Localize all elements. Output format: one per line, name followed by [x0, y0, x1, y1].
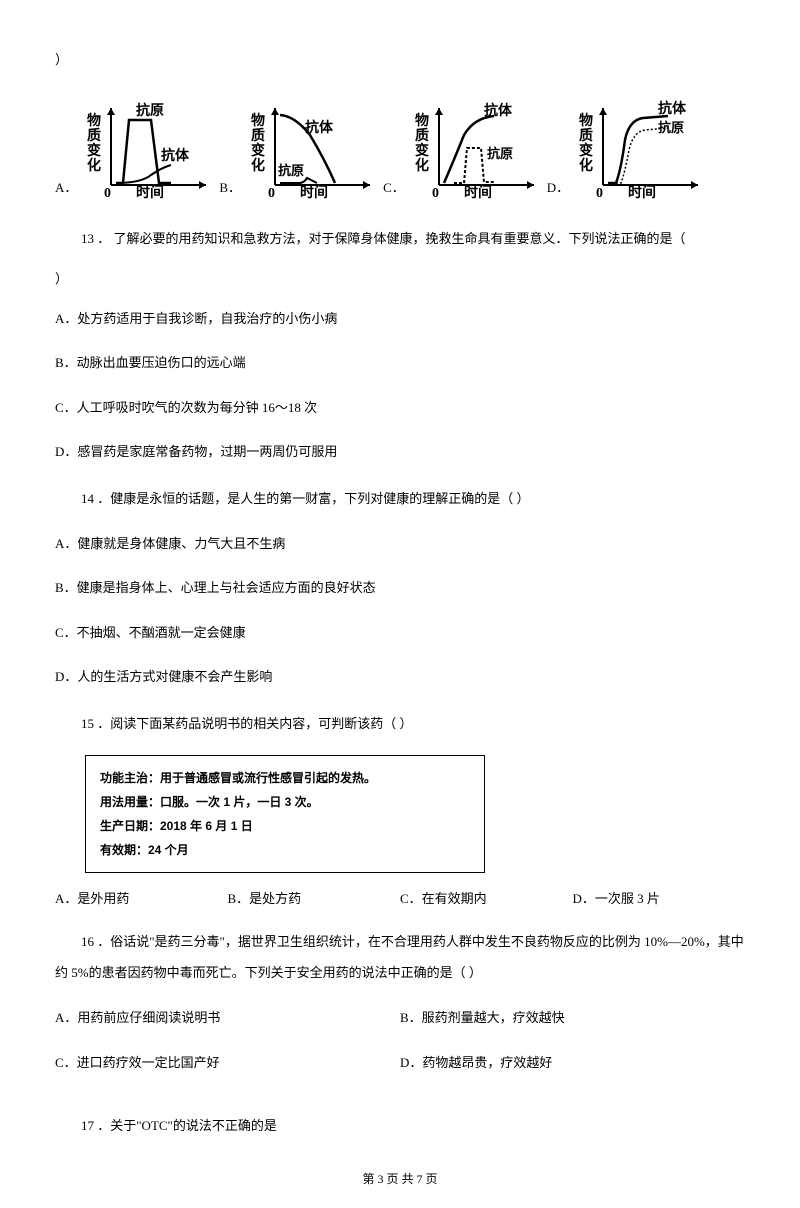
svg-text:时间: 时间 [300, 184, 328, 200]
svg-text:抗体: 抗体 [305, 119, 334, 136]
q13-opt-d: D．感冒药是家庭常备药物，过期一两周仍可服用 [55, 438, 745, 467]
svg-text:时间: 时间 [136, 184, 164, 200]
q13-opt-b: B．动脉出血要压迫伤口的远心端 [55, 349, 745, 378]
chart-c-svg: 物 质 变 化 0 时间 抗体 抗原 [409, 100, 539, 200]
q14-opt-b: B．健康是指身体上、心理上与社会适应方面的良好状态 [55, 574, 745, 603]
page-footer: 第 3 页 共 7 页 [55, 1170, 745, 1188]
svg-text:质: 质 [251, 127, 265, 144]
svg-text:抗原: 抗原 [136, 102, 164, 119]
svg-text:变: 变 [251, 142, 265, 159]
svg-text:抗体: 抗体 [161, 147, 190, 164]
question-13: 13 ． 了解必要的用药知识和急救方法，对于保障身体健康，挽救生命具有重要意义．… [55, 225, 745, 467]
svg-text:抗原: 抗原 [487, 146, 513, 161]
svg-text:抗原: 抗原 [278, 163, 304, 178]
q16-opt-c: C．进口药疗效一定比国产好 [55, 1049, 400, 1078]
q13-paren: ） [55, 269, 745, 289]
svg-text:变: 变 [579, 142, 593, 159]
option-d-label: D． [547, 178, 569, 200]
q15-options: A．是外用药 B．是处方药 C．在有效期内 D．一次服 3 片 [55, 889, 745, 909]
question-16: 16 ．俗话说"是药三分毒"，据世界卫生组织统计，在不合理用药人群中发生不良药物… [55, 926, 745, 1094]
svg-text:抗原: 抗原 [658, 120, 684, 135]
q15-box-line4: 有效期：24 个月 [100, 838, 470, 862]
svg-text:0: 0 [432, 186, 439, 200]
question-14: 14 ．健康是永恒的话题，是人生的第一财富，下列对健康的理解正确的是（ ） A．… [55, 485, 745, 692]
chart-option-d: D． 物 质 变 化 0 时间 抗体 抗原 [547, 100, 703, 200]
svg-text:0: 0 [596, 186, 603, 200]
svg-text:质: 质 [579, 127, 593, 144]
q14-opt-d: D．人的生活方式对健康不会产生影响 [55, 663, 745, 692]
q14-opt-a: A．健康就是身体健康、力气大且不生病 [55, 530, 745, 559]
q15-opt-a: A．是外用药 [55, 889, 228, 909]
q16-opt-d: D．药物越昂贵，疗效越好 [400, 1049, 745, 1078]
q15-instruction-box: 功能主治：用于普通感冒或流行性感冒引起的发热。 用法用量：口服。一次 1 片，一… [85, 755, 485, 873]
chart-b-svg: 物 质 变 化 0 时间 抗体 抗原 [245, 100, 375, 200]
chart-d-svg: 物 质 变 化 0 时间 抗体 抗原 [573, 100, 703, 200]
question-17: 17 ．关于"OTC"的说法不正确的是 [55, 1112, 745, 1141]
q17-stem: 17 ．关于"OTC"的说法不正确的是 [55, 1112, 745, 1141]
svg-text:时间: 时间 [628, 184, 656, 200]
q15-box-line1: 功能主治：用于普通感冒或流行性感冒引起的发热。 [100, 766, 470, 790]
q16-opt-a: A．用药前应仔细阅读说明书 [55, 1004, 400, 1033]
question-15: 15 ．阅读下面某药品说明书的相关内容，可判断该药（ ） 功能主治：用于普通感冒… [55, 710, 745, 908]
chart-a-svg: 物 质 变 化 0 时间 抗原 抗体 [81, 100, 211, 200]
svg-text:质: 质 [415, 127, 429, 144]
chart-option-a: A． 物 质 变 化 0 时间 抗原 抗体 [55, 100, 211, 200]
q13-opt-c: C．人工呼吸时吹气的次数为每分钟 16～18 次 [55, 394, 745, 423]
hanging-paren: ） [55, 50, 745, 70]
option-b-label: B． [219, 178, 241, 200]
q16-stem: 16 ．俗话说"是药三分毒"，据世界卫生组织统计，在不合理用药人群中发生不良药物… [55, 926, 745, 988]
svg-text:变: 变 [415, 142, 429, 159]
svg-text:物: 物 [87, 112, 101, 129]
q16-options: A．用药前应仔细阅读说明书 C．进口药疗效一定比国产好 B．服药剂量越大，疗效越… [55, 1004, 745, 1093]
q14-stem: 14 ．健康是永恒的话题，是人生的第一财富，下列对健康的理解正确的是（ ） [55, 485, 745, 514]
svg-text:化: 化 [87, 157, 101, 174]
chart-row: A． 物 质 变 化 0 时间 抗原 抗体 B． 物 质 变 化 [55, 100, 745, 200]
svg-text:物: 物 [251, 112, 265, 129]
svg-text:化: 化 [579, 157, 593, 174]
svg-text:物: 物 [415, 112, 429, 129]
q14-opt-c: C．不抽烟、不酗酒就一定会健康 [55, 619, 745, 648]
svg-text:质: 质 [87, 127, 101, 144]
option-c-label: C． [383, 178, 405, 200]
svg-text:抗体: 抗体 [484, 102, 513, 119]
q15-opt-c: C．在有效期内 [400, 889, 573, 909]
svg-text:化: 化 [415, 157, 429, 174]
chart-option-c: C． 物 质 变 化 0 时间 抗体 抗原 [383, 100, 539, 200]
q15-opt-b: B．是处方药 [228, 889, 401, 909]
svg-text:变: 变 [87, 142, 101, 159]
q15-opt-d: D．一次服 3 片 [573, 889, 746, 909]
q16-opt-b: B．服药剂量越大，疗效越快 [400, 1004, 745, 1033]
chart-option-b: B． 物 质 变 化 0 时间 抗体 抗原 [219, 100, 375, 200]
svg-text:抗体: 抗体 [658, 100, 687, 117]
svg-text:时间: 时间 [464, 184, 492, 200]
q15-box-line2: 用法用量：口服。一次 1 片，一日 3 次。 [100, 790, 470, 814]
q13-opt-a: A．处方药适用于自我诊断，自我治疗的小伤小病 [55, 305, 745, 334]
svg-text:0: 0 [268, 186, 275, 200]
q15-stem: 15 ．阅读下面某药品说明书的相关内容，可判断该药（ ） [55, 710, 745, 739]
svg-text:0: 0 [104, 186, 111, 200]
q13-stem: 13 ． 了解必要的用药知识和急救方法，对于保障身体健康，挽救生命具有重要意义．… [55, 225, 745, 254]
q15-box-line3: 生产日期：2018 年 6 月 1 日 [100, 814, 470, 838]
svg-text:物: 物 [579, 112, 593, 129]
option-a-label: A． [55, 178, 77, 200]
svg-text:化: 化 [251, 157, 265, 174]
